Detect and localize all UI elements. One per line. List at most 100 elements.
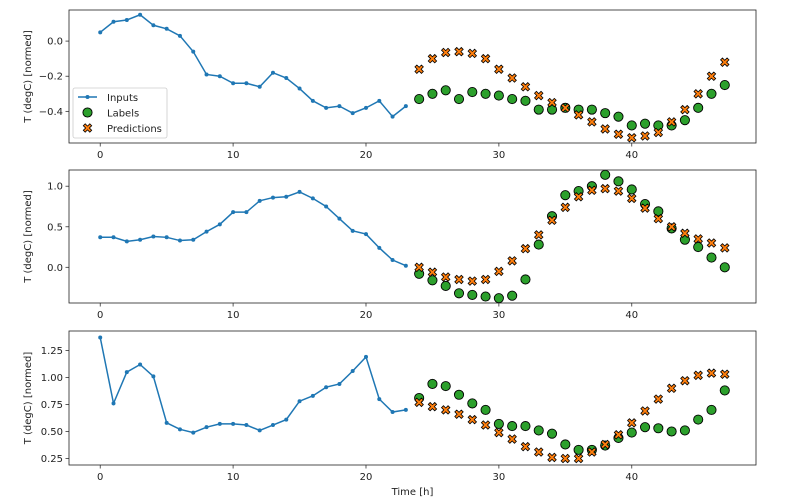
y-tick-label: 1.25 xyxy=(41,346,63,357)
x-tick-label: 10 xyxy=(227,310,240,321)
inputs-point xyxy=(164,235,169,240)
label-point xyxy=(493,418,504,429)
label-point xyxy=(600,108,611,119)
inputs-point xyxy=(111,235,116,240)
inputs-point xyxy=(257,198,262,203)
x-tick-label: 10 xyxy=(227,150,240,161)
inputs-point xyxy=(297,86,302,91)
prediction-point xyxy=(533,447,544,457)
prediction-point xyxy=(600,183,610,194)
label-point xyxy=(613,176,624,187)
label-point xyxy=(560,190,571,201)
prediction-point xyxy=(653,127,664,138)
prediction-point xyxy=(507,256,517,266)
legend-inputs-marker xyxy=(85,95,90,99)
inputs-point xyxy=(324,105,329,110)
label-point xyxy=(626,120,637,131)
prediction-point xyxy=(640,131,650,141)
prediction-point xyxy=(587,117,597,127)
prediction-point xyxy=(706,238,717,248)
prediction-point xyxy=(440,405,451,415)
label-point xyxy=(427,275,438,286)
inputs-point xyxy=(111,401,116,406)
label-point xyxy=(693,241,704,253)
inputs-point xyxy=(324,385,329,390)
prediction-point xyxy=(666,383,677,394)
inputs-point xyxy=(363,232,368,237)
inputs-point xyxy=(151,234,156,239)
x-tick-label: 10 xyxy=(227,472,240,483)
inputs-point xyxy=(138,237,143,242)
prediction-point xyxy=(587,447,597,457)
label-point xyxy=(453,94,465,105)
inputs-point xyxy=(177,427,182,432)
prediction-point xyxy=(507,434,517,444)
label-point xyxy=(693,414,704,425)
y-tick-label: 0.5 xyxy=(47,222,63,233)
y-tick-label: 1.0 xyxy=(47,182,63,193)
inputs-point xyxy=(164,420,169,425)
label-point xyxy=(480,291,491,302)
prediction-point xyxy=(640,203,650,213)
inputs-point xyxy=(337,216,342,221)
label-point xyxy=(520,274,531,285)
y-tick-label: −0.4 xyxy=(39,107,63,118)
inputs-point xyxy=(390,410,395,415)
prediction-point xyxy=(454,409,464,419)
y-axis-label: T (degC) [normed] xyxy=(23,30,34,124)
inputs-point xyxy=(403,104,408,109)
prediction-point xyxy=(427,401,438,412)
inputs-point xyxy=(377,397,382,402)
x-tick-label: 20 xyxy=(360,150,373,161)
prediction-point xyxy=(467,48,478,59)
inputs-point xyxy=(231,81,236,86)
inputs-point xyxy=(98,30,103,35)
prediction-point xyxy=(414,262,424,273)
label-point xyxy=(520,421,531,432)
prediction-point xyxy=(520,82,531,92)
prediction-point xyxy=(494,427,504,438)
inputs-point xyxy=(244,81,249,86)
inputs-point xyxy=(257,428,262,433)
legend-predictions-marker xyxy=(82,123,93,133)
inputs-point xyxy=(244,423,249,428)
prediction-point xyxy=(693,234,703,244)
inputs-point xyxy=(297,189,302,194)
prediction-point xyxy=(693,89,703,99)
y-tick-label: 0.50 xyxy=(41,427,63,438)
prediction-point xyxy=(547,215,557,226)
inputs-point xyxy=(310,196,315,201)
prediction-point xyxy=(680,375,690,386)
inputs-point xyxy=(151,374,156,379)
prediction-point xyxy=(680,228,690,239)
prediction-point xyxy=(706,71,717,82)
prediction-point xyxy=(560,453,571,464)
prediction-point xyxy=(613,429,624,440)
x-tick-label: 0 xyxy=(97,150,103,161)
axes-frame xyxy=(68,9,757,144)
inputs-point xyxy=(98,235,103,240)
prediction-point xyxy=(573,453,584,464)
prediction-point xyxy=(693,370,703,381)
inputs-point xyxy=(270,195,275,200)
subplot-1: 0 10 20 30 40 0.0 −0.2 −0.4 T (degC) [normed] Inp… xyxy=(23,9,757,161)
inputs-point xyxy=(217,421,222,426)
label-point xyxy=(493,90,504,101)
label-point xyxy=(440,381,451,392)
prediction-point xyxy=(427,53,438,64)
label-point xyxy=(719,262,730,273)
label-point xyxy=(653,206,664,217)
subplot-3: 0 10 20 30 40 0.25 0.50 0.75 1.00 1.25 T (degC) [n… xyxy=(23,330,757,498)
inputs-point xyxy=(138,12,143,17)
prediction-point xyxy=(560,202,571,213)
label-point xyxy=(480,404,491,415)
label-point xyxy=(467,289,478,300)
label-point xyxy=(440,85,451,96)
label-point xyxy=(467,86,478,98)
inputs-point xyxy=(284,417,289,422)
prediction-point xyxy=(480,420,491,430)
inputs-point xyxy=(337,104,342,109)
prediction-point xyxy=(440,272,451,282)
inputs-point xyxy=(204,425,209,430)
